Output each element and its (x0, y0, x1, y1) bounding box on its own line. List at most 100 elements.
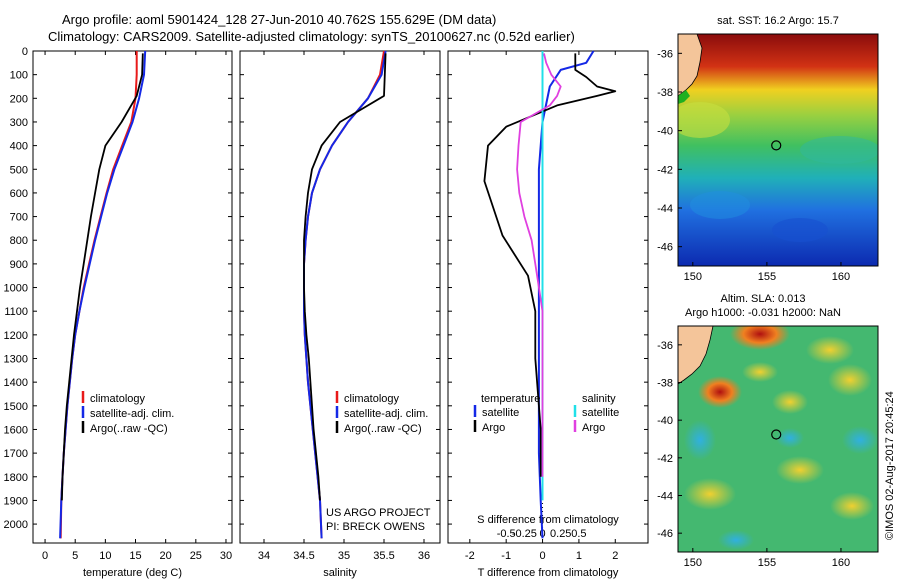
float-position-marker (771, 429, 782, 440)
y-tick-label: 900 (10, 259, 28, 271)
map-x-tick-label: 155 (758, 557, 776, 569)
y-tick-label: 1500 (4, 401, 28, 413)
y-tick-label: 100 (10, 70, 28, 82)
map-x-tick-label: 160 (832, 557, 850, 569)
x-axis-label: T difference from climatology (478, 567, 619, 579)
x-tick-label: 35.5 (373, 550, 394, 562)
y-tick-label: 0 (22, 46, 28, 58)
map-y-tick-label: -44 (657, 491, 673, 503)
y-tick-label: 400 (10, 141, 28, 153)
x-tick-label: -1 (501, 550, 511, 562)
top-tick-label: 0.25 (550, 528, 571, 540)
legend-label: climatology (344, 393, 400, 405)
series-line (516, 53, 562, 477)
x-axis-label: temperature (deg C) (83, 567, 182, 579)
legend-label: Argo (482, 422, 505, 434)
y-tick-label: 1800 (4, 472, 28, 484)
map-y-tick-label: -42 (657, 164, 673, 176)
legend-title: salinity (582, 393, 616, 405)
x-tick-label: 30 (220, 550, 232, 562)
map-y-tick-label: -38 (657, 378, 673, 390)
legend-label: Argo(..raw -QC) (90, 423, 168, 435)
title-line-2: Climatology: CARS2009. Satellite-adjuste… (48, 29, 575, 44)
sla-map-title: Altim. SLA: 0.013 (721, 293, 806, 305)
difference-panel: -2 -1 0 1 2 T difference from climatology -0.5… (447, 50, 649, 579)
legend-title: temperature (481, 393, 540, 405)
x-tick-label: 2 (612, 550, 618, 562)
plot-frame (447, 50, 649, 544)
legend-label: climatology (90, 393, 146, 405)
sla-map-panel: 150 155 160 -36 -38 -40 -42 -44 -46 (657, 325, 879, 569)
map-x-tick-label: 155 (758, 271, 776, 283)
sst-map-title: sat. SST: 16.2 Argo: 15.7 (717, 15, 839, 27)
x-tick-label: 1 (576, 550, 582, 562)
pi-label: PI: BRECK OWENS (326, 521, 425, 533)
map-y-tick-label: -40 (657, 415, 673, 427)
y-tick-label: 1300 (4, 354, 28, 366)
sst-map-panel: 150 155 160 -36 -38 -40 -42 -44 -46 (657, 33, 879, 283)
y-tick-label: 1600 (4, 424, 28, 436)
x-tick-label: 10 (99, 550, 111, 562)
y-tick-label: 600 (10, 188, 28, 200)
y-tick-label: 500 (10, 164, 28, 176)
title-line-1: Argo profile: aoml 5901424_128 27-Jun-20… (62, 12, 497, 27)
map-x-tick-label: 150 (684, 557, 702, 569)
x-tick-label: 36 (418, 550, 430, 562)
x-tick-label: 15 (129, 550, 141, 562)
x-tick-label: 20 (160, 550, 172, 562)
series-line (483, 53, 617, 477)
legend-label: Argo(..raw -QC) (344, 423, 422, 435)
x-tick-label: 0 (539, 550, 545, 562)
temperature-panel: 0100200300400500600700800900100011001200… (4, 46, 233, 579)
y-tick-label: 300 (10, 117, 28, 129)
x-tick-label: 0 (42, 550, 48, 562)
map-x-tick-label: 160 (832, 271, 850, 283)
map-x-tick-label: 150 (684, 271, 702, 283)
map-y-tick-label: -36 (657, 48, 673, 60)
legend-label: satellite (482, 407, 519, 419)
legend-label: satellite-adj. clim. (344, 408, 428, 420)
map-y-tick-label: -38 (657, 87, 673, 99)
y-tick-label: 1900 (4, 495, 28, 507)
series-line (303, 53, 387, 501)
map-y-tick-label: -36 (657, 340, 673, 352)
y-tick-label: 200 (10, 93, 28, 105)
series-line (537, 50, 595, 539)
top-tick-label: -0.25 (512, 528, 537, 540)
x-tick-label: 25 (190, 550, 202, 562)
x-tick-label: 34.5 (293, 550, 314, 562)
y-tick-label: 1700 (4, 448, 28, 460)
y-tick-label: 1400 (4, 377, 28, 389)
series-line (61, 53, 144, 501)
map-y-tick-label: -46 (657, 528, 673, 540)
legend-label: Argo (582, 422, 605, 434)
legend-label: satellite (582, 407, 619, 419)
legend-label: satellite-adj. clim. (90, 408, 174, 420)
y-tick-label: 1200 (4, 330, 28, 342)
top-tick-label: -0.5 (497, 528, 516, 540)
timestamp-stamp: ©IMOS 02-Aug-2017 20:45:24 (884, 391, 896, 540)
top-tick-label: 0.5 (571, 528, 586, 540)
x-axis-label: salinity (323, 567, 357, 579)
project-label: US ARGO PROJECT (326, 507, 431, 519)
y-tick-label: 1000 (4, 283, 28, 295)
x-tick-label: -2 (465, 550, 475, 562)
salinity-panel: 34 34.5 35 35.5 36 salinity climatology satelli… (239, 50, 441, 579)
map-y-tick-label: -40 (657, 126, 673, 138)
map-y-tick-label: -44 (657, 203, 673, 215)
sla-map-subtitle: Argo h1000: -0.031 h2000: NaN (685, 307, 841, 319)
x-tick-label: 35 (338, 550, 350, 562)
x-tick-label: 5 (72, 550, 78, 562)
y-tick-label: 800 (10, 235, 28, 247)
plot-frame (239, 50, 441, 544)
plot-frame (32, 50, 233, 544)
top-axis-label: S difference from climatology (477, 514, 619, 526)
y-tick-label: 700 (10, 212, 28, 224)
map-y-tick-label: -46 (657, 242, 673, 254)
x-tick-label: 34 (258, 550, 270, 562)
map-y-tick-label: -42 (657, 453, 673, 465)
float-position-marker (771, 140, 782, 151)
y-tick-label: 2000 (4, 519, 28, 531)
y-tick-label: 1100 (4, 306, 28, 318)
